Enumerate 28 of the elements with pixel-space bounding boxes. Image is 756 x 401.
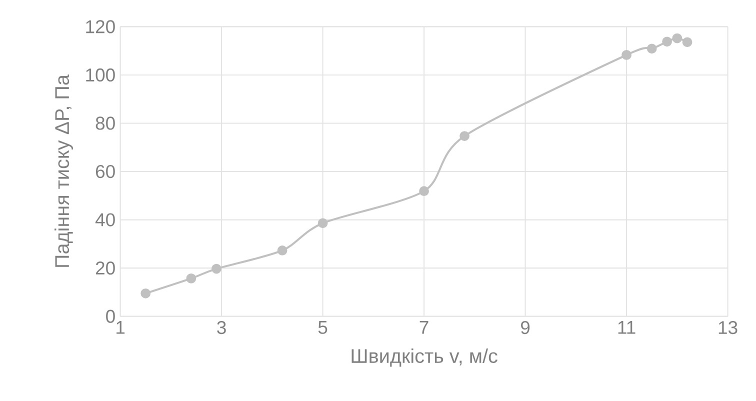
x-tick-label: 9 (521, 321, 530, 334)
point (186, 273, 196, 284)
x-tick-label: 5 (318, 321, 328, 334)
y-axis-title: Падіння тиску ΔP, Па (54, 74, 74, 267)
point (662, 36, 672, 47)
x-tick-label: 11 (618, 321, 636, 334)
point (622, 50, 632, 60)
y-tick-label: 100 (86, 68, 115, 82)
y-tick-label: 40 (95, 213, 115, 226)
x-tick-label: 7 (420, 321, 428, 334)
point (212, 264, 222, 274)
point (419, 186, 429, 196)
y-tick-label: 0 (106, 310, 115, 323)
y-tick-label: 20 (96, 262, 115, 275)
point (646, 44, 657, 54)
point (672, 33, 682, 44)
x-tick-label: 13 (718, 321, 738, 334)
point (140, 288, 151, 298)
x-tick-label: 1 (116, 321, 125, 334)
point (318, 218, 328, 228)
y-tick-label: 60 (96, 164, 115, 178)
x-axis-title: Швидкість v, м/с (352, 348, 498, 367)
y-tick-label: 80 (96, 116, 115, 130)
point (277, 246, 288, 256)
point (460, 131, 470, 142)
y-tick-label: 120 (86, 20, 115, 34)
x-tick-label: 3 (217, 321, 226, 334)
point (682, 37, 692, 48)
